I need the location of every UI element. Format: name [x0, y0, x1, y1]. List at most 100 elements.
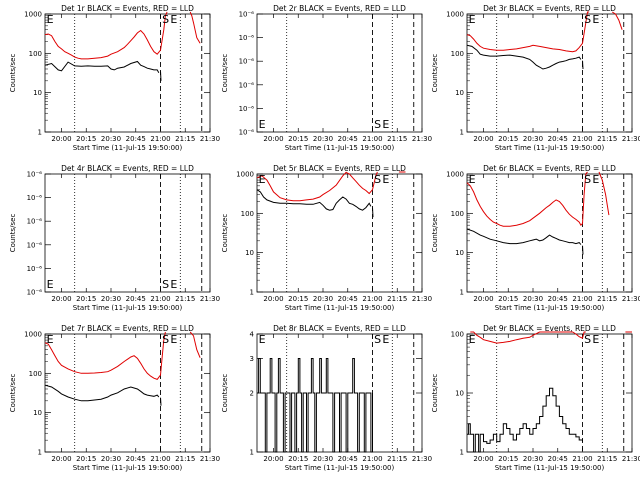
x-tick-label: 20:30 — [523, 295, 543, 303]
event-marker: S — [584, 13, 591, 26]
x-tick-label: 20:45 — [338, 135, 358, 143]
y-tick-label: 1000 — [24, 11, 42, 19]
series-events — [372, 207, 374, 218]
panel-det-9: Det 9r BLACK = Events, RED = LLD 20:00 20:… — [431, 324, 640, 472]
panel-det-3: Det 3r BLACK = Events, RED = LLD 20:00 20:… — [431, 4, 640, 152]
y-tick-label: 10⁻⁶ — [239, 105, 255, 113]
series-lld — [598, 171, 610, 216]
panel-det-4: Det 4r BLACK = Events, RED = LLD 20:00 20:… — [9, 164, 220, 312]
event-marker: S — [374, 173, 381, 186]
y-tick-label: 10⁻⁶ — [27, 265, 43, 273]
y-tick-label: 100 — [29, 370, 42, 378]
series-lld — [470, 331, 586, 344]
y-tick-label: 10⁻⁶ — [239, 58, 255, 66]
axes-frame — [466, 173, 633, 293]
x-axis-label: Start Time (11-Jul-15 19:50:00) — [495, 304, 605, 312]
y-axis-label: Counts/sec — [431, 214, 439, 253]
y-tick-label: 1 — [250, 449, 254, 457]
x-axis-label: Start Time (11-Jul-15 19:50:00) — [73, 304, 183, 312]
y-tick-label: 1 — [460, 289, 464, 297]
y-tick-label: 1 — [460, 129, 464, 137]
x-tick-label: 21:15 — [597, 295, 617, 303]
chart-title: Det 3r BLACK = Events, RED = LLD — [483, 4, 616, 13]
y-tick-label: 2 — [250, 390, 254, 398]
x-axis-label: Start Time (11-Jul-15 19:50:00) — [495, 144, 605, 152]
event-marker: S — [374, 333, 381, 346]
y-tick-label: 100 — [241, 210, 254, 218]
series-lld — [466, 11, 590, 53]
x-tick-label: 21:00 — [572, 295, 592, 303]
x-tick-label: 20:30 — [313, 135, 333, 143]
series-events — [466, 44, 582, 70]
panel-det-8: Det 8r BLACK = Events, RED = LLD 20:00 20:… — [221, 324, 432, 472]
series-events — [466, 228, 582, 245]
x-tick-label: 21:00 — [362, 135, 382, 143]
event-marker: S — [584, 173, 591, 186]
x-tick-label: 21:15 — [597, 135, 617, 143]
x-axis-label: Start Time (11-Jul-15 19:50:00) — [73, 144, 183, 152]
x-tick-label: 21:30 — [622, 135, 640, 143]
y-axis-label: Counts/sec — [431, 54, 439, 93]
y-tick-label: 1 — [38, 449, 42, 457]
x-tick-label: 20:45 — [548, 135, 568, 143]
y-tick-label: 100 — [451, 331, 464, 339]
event-marker: E — [47, 278, 54, 291]
x-tick-label: 20:45 — [126, 295, 146, 303]
y-tick-label: 10⁻⁶ — [239, 81, 255, 89]
x-axis-label: Start Time (11-Jul-15 19:50:00) — [495, 464, 605, 472]
x-tick-label: 20:15 — [288, 295, 308, 303]
axes-frame — [256, 173, 423, 293]
y-tick-label: 10⁻⁶ — [27, 194, 43, 202]
series-events — [467, 387, 583, 453]
series-events — [160, 71, 162, 81]
x-tick-label: 21:00 — [362, 295, 382, 303]
x-tick-label: 21:30 — [200, 455, 220, 463]
x-tick-label: 20:15 — [76, 135, 96, 143]
chart-title: Det 5r BLACK = Events, RED = LLD — [273, 164, 406, 173]
event-marker: E — [259, 333, 266, 346]
chart-title: Det 7r BLACK = Events, RED = LLD — [61, 324, 194, 333]
y-axis-label: Counts/sec — [9, 214, 17, 253]
x-tick-label: 20:45 — [126, 135, 146, 143]
axes-frame — [466, 13, 633, 133]
event-marker: S — [374, 118, 381, 131]
x-tick-label: 21:30 — [622, 455, 640, 463]
y-tick-label: 10 — [455, 390, 464, 398]
x-tick-label: 21:00 — [150, 455, 170, 463]
series-events — [44, 60, 160, 74]
x-tick-label: 20:15 — [288, 135, 308, 143]
x-tick-label: 20:45 — [548, 455, 568, 463]
x-tick-label: 21:30 — [412, 295, 432, 303]
y-tick-label: 1000 — [446, 11, 464, 19]
chart-title: Det 6r BLACK = Events, RED = LLD — [483, 164, 616, 173]
y-tick-label: 10 — [33, 89, 42, 97]
x-tick-label: 21:00 — [572, 135, 592, 143]
event-marker: E — [469, 333, 476, 346]
y-tick-label: 10 — [455, 89, 464, 97]
y-tick-label: 4 — [250, 331, 255, 339]
x-tick-label: 21:30 — [412, 135, 432, 143]
event-marker: S — [162, 333, 169, 346]
x-tick-label: 21:15 — [387, 135, 407, 143]
x-tick-label: 20:00 — [51, 455, 71, 463]
event-marker: S — [584, 333, 591, 346]
x-tick-label: 21:15 — [175, 295, 195, 303]
x-tick-label: 20:30 — [101, 135, 121, 143]
y-tick-label: 1000 — [24, 331, 42, 339]
y-tick-label: 1 — [250, 289, 254, 297]
x-tick-label: 20:30 — [313, 455, 333, 463]
y-tick-label: 10⁻⁶ — [239, 129, 255, 137]
event-marker: E — [170, 13, 177, 26]
y-tick-label: 10 — [245, 249, 254, 257]
x-tick-label: 20:00 — [263, 295, 283, 303]
event-marker: E — [259, 173, 266, 186]
event-marker: E — [382, 173, 389, 186]
series-lld — [44, 11, 168, 60]
event-marker: E — [259, 118, 266, 131]
panel-det-6: Det 6r BLACK = Events, RED = LLD 20:00 20:… — [431, 164, 640, 312]
series-events — [44, 384, 160, 402]
event-marker: E — [170, 278, 177, 291]
x-tick-label: 21:30 — [200, 135, 220, 143]
